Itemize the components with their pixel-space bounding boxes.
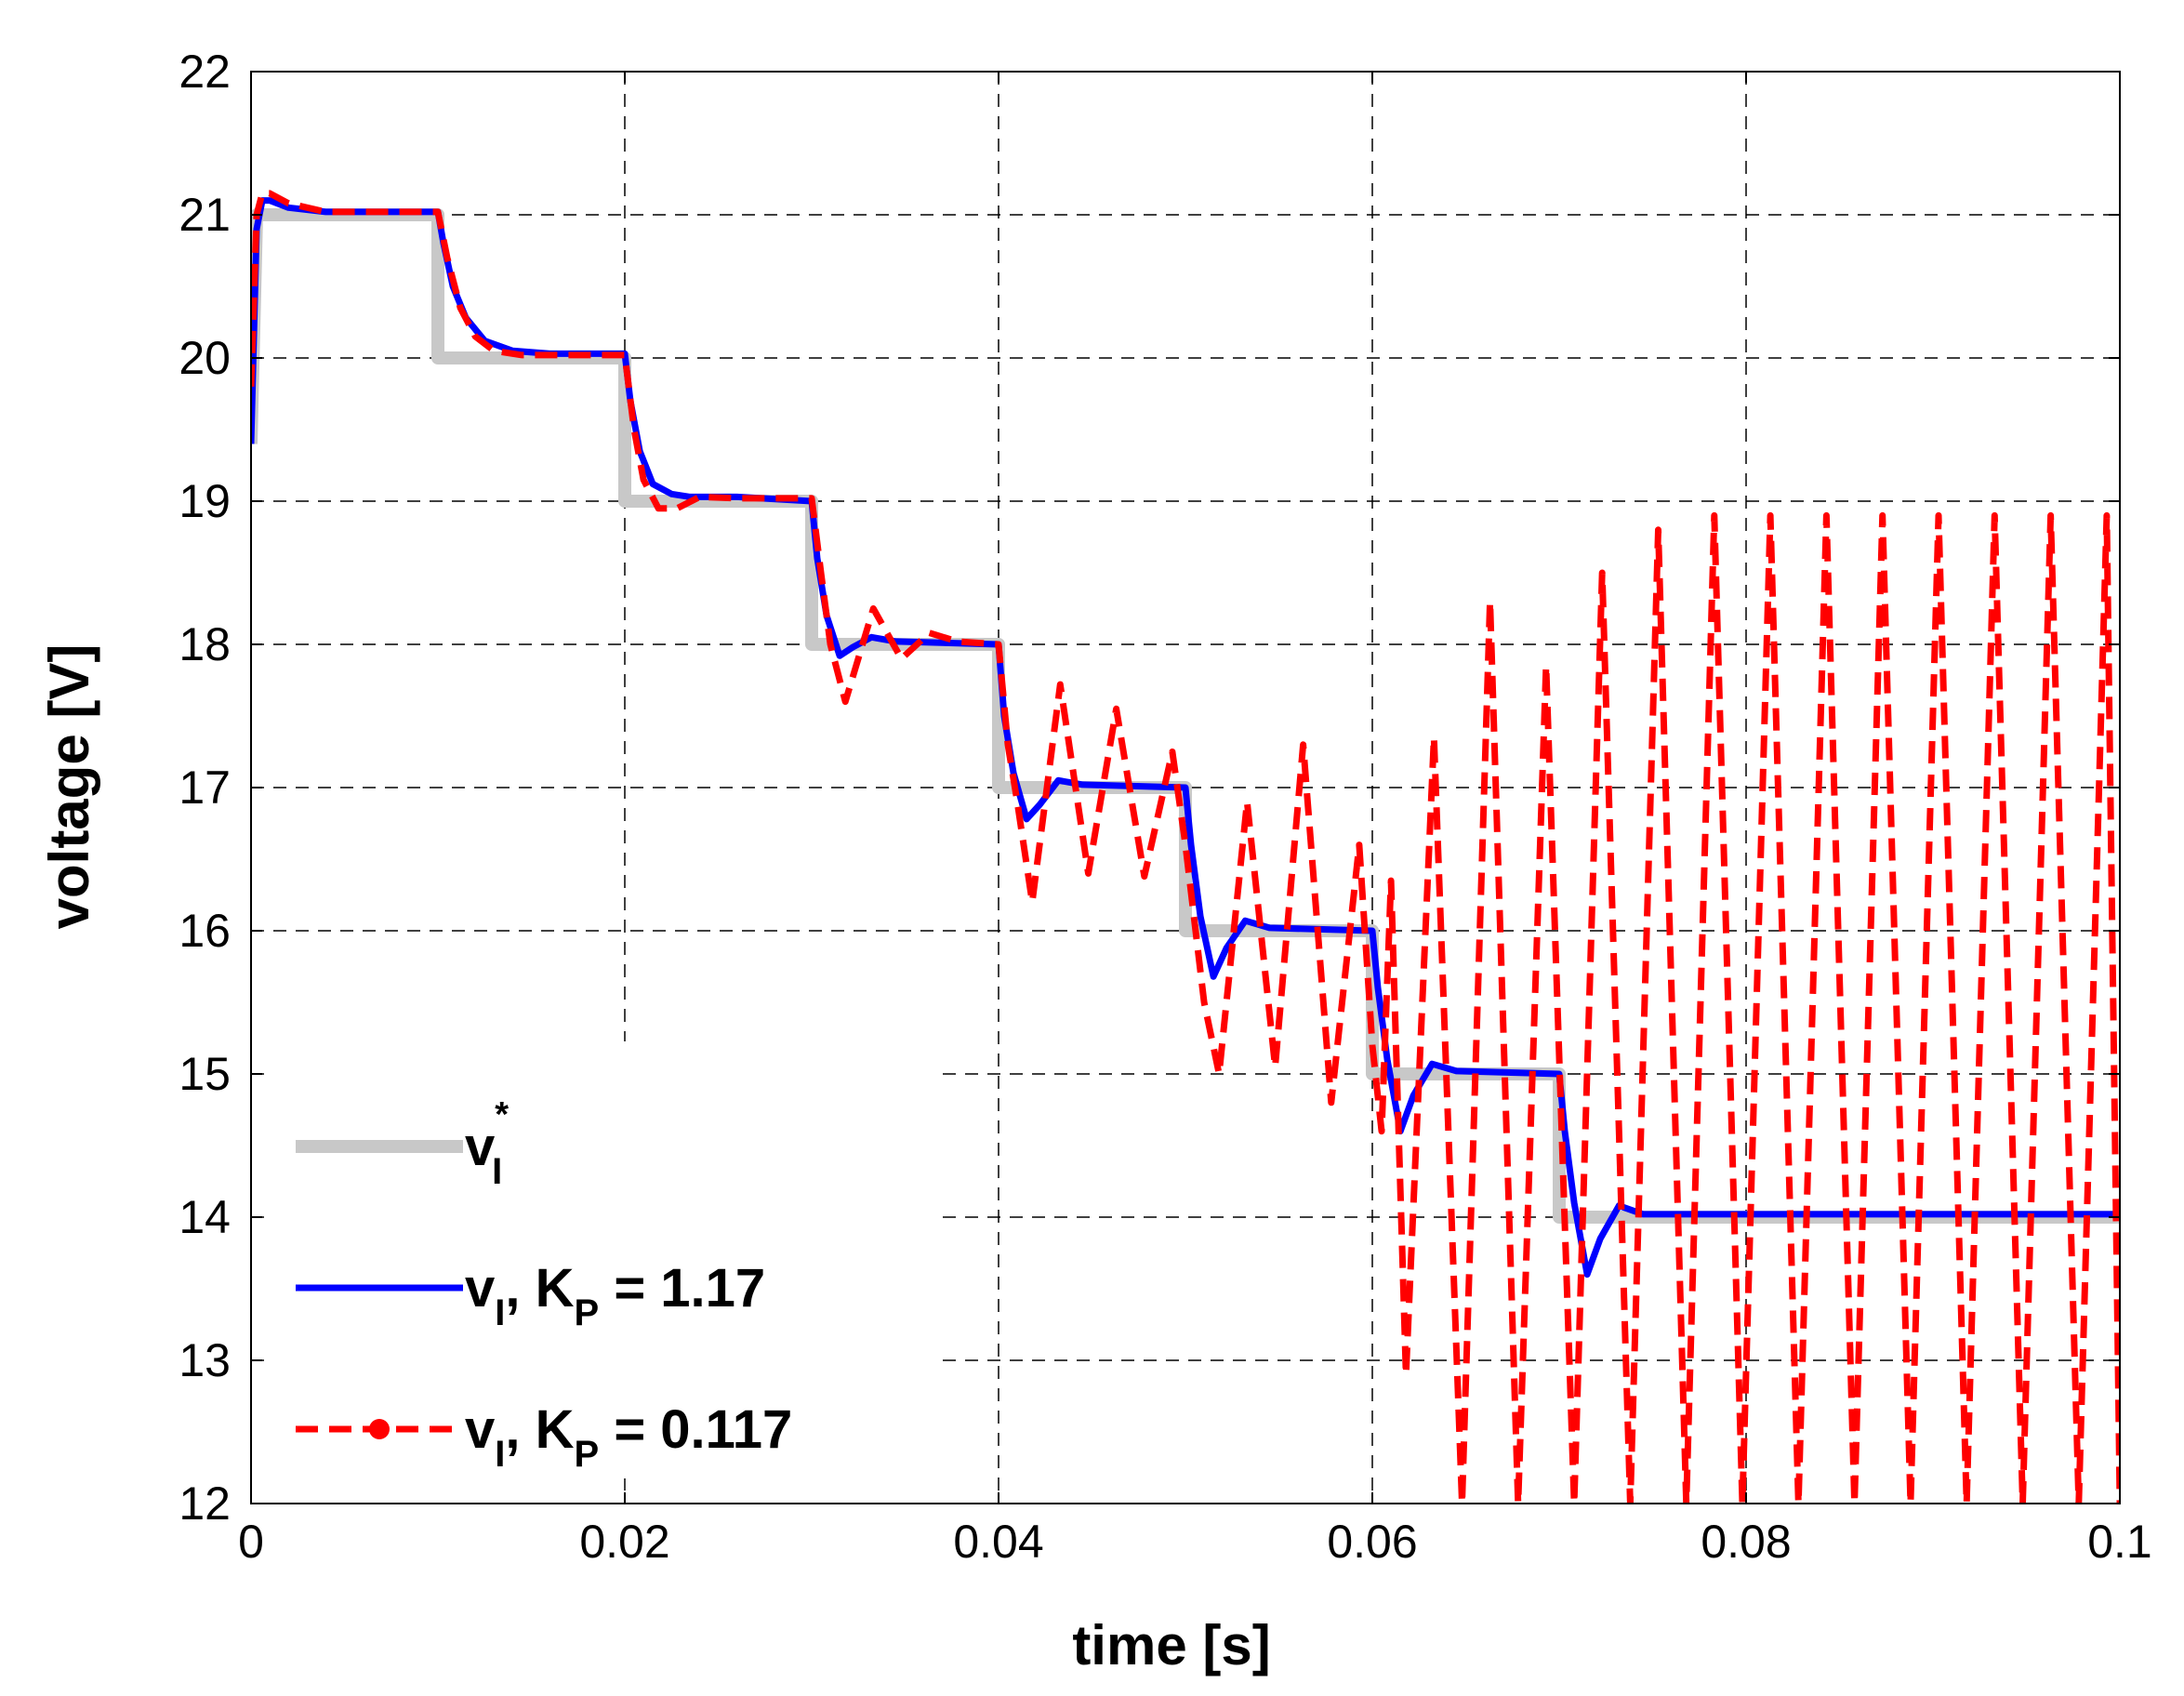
y-tick-label: 20 <box>179 332 231 384</box>
legend: v* I vI, KP = 1.17 vI, KP = 0.117 <box>265 1041 934 1478</box>
legend-marker-kp_low <box>369 1419 390 1439</box>
legend-label-kp_high: vI, KP = 1.17 <box>465 1258 765 1333</box>
y-tick-label: 15 <box>179 1048 231 1100</box>
y-tick-label: 22 <box>179 46 231 98</box>
y-tick-label: 13 <box>179 1334 231 1386</box>
x-tick-label: 0.06 <box>1327 1516 1417 1568</box>
legend-label-ref: v* I <box>465 1095 509 1192</box>
plot-area <box>251 190 2120 1504</box>
y-tick-label: 16 <box>179 905 231 957</box>
x-tick-label: 0.04 <box>953 1516 1043 1568</box>
x-tick-label: 0 <box>238 1516 264 1568</box>
axes-ticks: 0 0.02 0.04 0.06 0.08 0.1 12 13 14 15 16 17 18 19 20 21… <box>179 46 2151 1568</box>
y-tick-label: 14 <box>179 1191 231 1243</box>
legend-background <box>265 1041 934 1478</box>
y-tick-label: 12 <box>179 1477 231 1530</box>
x-tick-label: 0.08 <box>1701 1516 1791 1568</box>
x-tick-label: 0.1 <box>2087 1516 2152 1568</box>
y-tick-label: 19 <box>179 475 231 527</box>
x-tick-label: 0.02 <box>579 1516 669 1568</box>
legend-label-kp_low: vI, KP = 0.117 <box>465 1399 792 1475</box>
y-tick-label: 18 <box>179 618 231 670</box>
x-axis-label: time [s] <box>1072 1614 1270 1676</box>
y-tick-label: 21 <box>179 189 231 241</box>
series-line-kp_low <box>251 190 2120 1504</box>
y-axis-label: voltage [V] <box>38 644 100 930</box>
y-tick-label: 17 <box>179 762 231 814</box>
